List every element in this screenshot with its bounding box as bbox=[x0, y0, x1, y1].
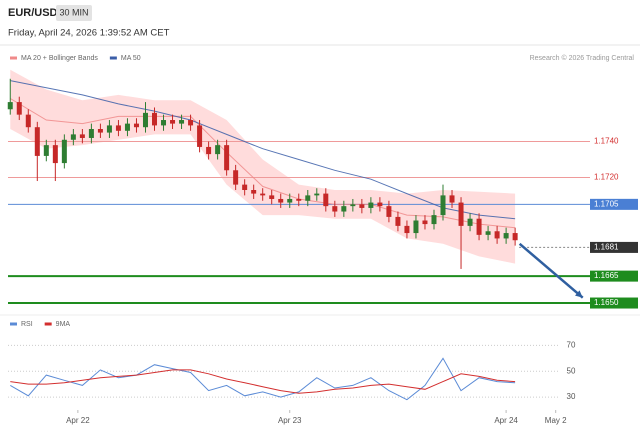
legend-label: RSI bbox=[21, 321, 33, 328]
candle-body bbox=[170, 120, 176, 124]
level-label: 1.1705 bbox=[594, 199, 619, 208]
candle-body bbox=[512, 233, 518, 241]
candle-body bbox=[485, 231, 491, 235]
rsi-line bbox=[10, 357, 516, 401]
legend-label: 9MA bbox=[56, 321, 71, 328]
candle-body bbox=[278, 198, 284, 203]
candle-body bbox=[197, 125, 203, 147]
ma-line bbox=[10, 98, 516, 229]
candle-body bbox=[377, 202, 383, 207]
legend-label: MA 20 + Bollinger Bands bbox=[21, 55, 98, 62]
candle-body bbox=[422, 220, 428, 225]
candle-body bbox=[16, 102, 22, 115]
candle-body bbox=[368, 202, 374, 208]
legend-label: MA 50 bbox=[121, 55, 141, 62]
level-label: 1.1681 bbox=[594, 243, 619, 252]
credit: Research © 2026 Trading Central bbox=[530, 54, 635, 62]
rsi-line bbox=[10, 369, 516, 394]
candle-body bbox=[79, 134, 85, 138]
y-tick-label: 30 bbox=[567, 392, 576, 401]
candle-body bbox=[224, 145, 230, 171]
candle-body bbox=[269, 195, 275, 199]
candle-body bbox=[458, 202, 464, 226]
candle-body bbox=[206, 146, 212, 155]
candle-body bbox=[133, 123, 139, 128]
y-tick-label: 70 bbox=[567, 340, 576, 349]
candle-body bbox=[395, 216, 401, 226]
datetime: Friday, April 24, 2026 1:39:52 AM CET bbox=[8, 28, 170, 39]
candle-body bbox=[359, 204, 365, 208]
x-tick-label: Apr 24 bbox=[494, 416, 518, 425]
candle-body bbox=[467, 218, 473, 226]
level-label: 1.1665 bbox=[594, 271, 619, 280]
x-tick-label: Apr 23 bbox=[278, 416, 302, 425]
candle-body bbox=[305, 195, 311, 201]
candle-body bbox=[124, 123, 130, 131]
candle-body bbox=[161, 120, 167, 126]
candle-body bbox=[350, 204, 356, 207]
candle-body bbox=[503, 233, 509, 239]
candle-body bbox=[440, 195, 446, 216]
candle-body bbox=[413, 220, 419, 234]
candle-body bbox=[476, 218, 482, 235]
candle-body bbox=[323, 193, 329, 207]
candle-body bbox=[287, 198, 293, 203]
candle-body bbox=[106, 125, 112, 133]
candle-body bbox=[215, 145, 221, 155]
level-label: 1.1650 bbox=[594, 298, 619, 307]
candle-body bbox=[341, 206, 347, 212]
forecast-arrow bbox=[518, 242, 584, 299]
candle-body bbox=[332, 206, 338, 212]
candle-body bbox=[449, 195, 455, 203]
candle-body bbox=[97, 129, 103, 133]
ma-line bbox=[10, 80, 516, 220]
candle-body bbox=[188, 120, 194, 126]
level-label-bg bbox=[590, 198, 638, 210]
symbol: EUR/USD bbox=[8, 7, 58, 19]
candle-body bbox=[152, 112, 158, 126]
candle-body bbox=[52, 145, 58, 164]
candle-body bbox=[25, 114, 31, 128]
candle-body bbox=[61, 139, 67, 164]
candle-body bbox=[88, 129, 94, 138]
candle-body bbox=[233, 170, 239, 185]
candle-body bbox=[142, 112, 148, 128]
level-label: 1.1720 bbox=[594, 173, 619, 182]
level-label: 1.1740 bbox=[594, 137, 619, 146]
level-label-bg bbox=[590, 297, 638, 309]
candle-body bbox=[431, 215, 437, 225]
arrow-head bbox=[575, 290, 583, 298]
candle-body bbox=[115, 125, 121, 131]
candle-body bbox=[43, 145, 49, 156]
y-tick-label: 50 bbox=[567, 366, 576, 375]
candle-body bbox=[314, 193, 320, 196]
candle-body bbox=[242, 184, 248, 190]
candle-body bbox=[260, 193, 266, 196]
candle-body bbox=[7, 102, 13, 110]
candle-body bbox=[296, 198, 302, 201]
candle-body bbox=[34, 127, 40, 156]
candle-body bbox=[404, 225, 410, 234]
x-tick-label: May 2 bbox=[545, 416, 567, 425]
candle-body bbox=[179, 120, 185, 124]
candle-body bbox=[494, 231, 500, 239]
candle-body bbox=[386, 206, 392, 217]
candle-body bbox=[70, 134, 76, 140]
x-tick-label: Apr 22 bbox=[66, 416, 90, 425]
timeframe: 30 MIN bbox=[59, 7, 88, 17]
level-label-bg bbox=[590, 241, 638, 253]
timeframe-badge bbox=[56, 5, 92, 21]
candle-body bbox=[251, 190, 257, 194]
level-label-bg bbox=[590, 270, 638, 282]
